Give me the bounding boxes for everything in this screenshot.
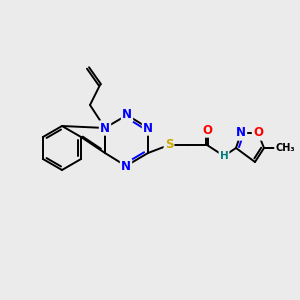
Text: O: O: [202, 124, 212, 136]
Text: N: N: [143, 122, 153, 134]
Text: O: O: [253, 127, 263, 140]
Text: H: H: [220, 151, 228, 161]
Text: CH₃: CH₃: [275, 143, 295, 153]
Text: S: S: [165, 139, 173, 152]
Text: N: N: [122, 109, 132, 122]
Text: N: N: [121, 160, 131, 172]
Text: N: N: [236, 127, 246, 140]
Text: N: N: [100, 122, 110, 134]
